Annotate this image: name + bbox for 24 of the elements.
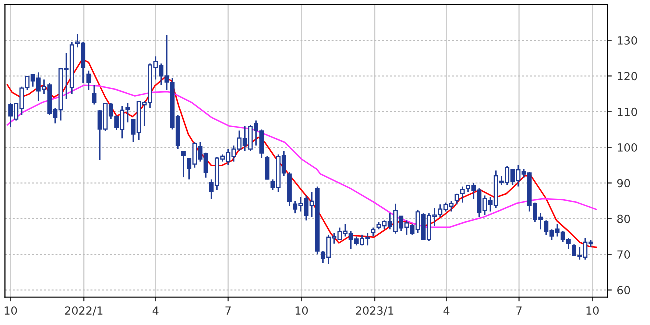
x-tick-label: 2022/1: [65, 306, 103, 316]
x-tick-label: 4: [444, 306, 450, 315]
candlestick: [265, 156, 270, 180]
x-tick-label: 4: [152, 306, 159, 315]
candlestick: [454, 193, 460, 206]
y-tick-label: 90: [617, 179, 630, 188]
y-tick-label: 70: [618, 250, 630, 259]
line-series: [6, 58, 598, 248]
candlestick: [86, 70, 92, 92]
y-tick-label: 60: [618, 286, 630, 295]
candlestick: [182, 150, 186, 178]
x-tick-label: 2023/1: [356, 306, 394, 316]
x-tick-label: 10: [586, 306, 599, 316]
x-tick-label: 7: [226, 306, 231, 315]
y-tick-label: 120: [618, 72, 638, 81]
y-tick-label: 80: [618, 214, 630, 224]
y-tick-label: 100: [618, 144, 638, 152]
y-tick-label: 110: [618, 108, 638, 116]
candlestick: [92, 84, 97, 106]
x-tick-label: 10: [4, 306, 18, 316]
candlestick: [460, 186, 465, 204]
x-tick-label: 7: [516, 306, 522, 315]
y-tick-label: 130: [618, 36, 638, 45]
x-tick-label: 10: [296, 306, 308, 316]
